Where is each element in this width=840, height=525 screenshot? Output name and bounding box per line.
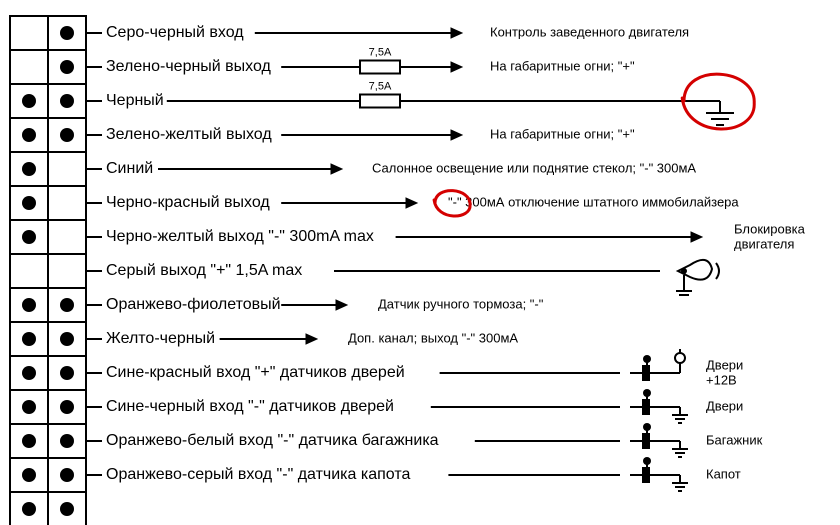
- svg-text:Синий: Синий: [106, 160, 153, 177]
- svg-text:На габаритные огни; "+": На габаритные огни; "+": [490, 126, 635, 141]
- svg-text:Двери: Двери: [706, 357, 743, 372]
- svg-text:Черно-желтый выход "-" 300mA m: Черно-желтый выход "-" 300mA max: [106, 228, 374, 245]
- svg-text:Контроль заведенного двигателя: Контроль заведенного двигателя: [490, 24, 689, 39]
- svg-text:"-" 300мА отключение штатного: "-" 300мА отключение штатного иммобилайз…: [448, 194, 739, 209]
- svg-text:7,5A: 7,5A: [369, 46, 392, 58]
- svg-text:Оранжево-серый вход "-" датчик: Оранжево-серый вход "-" датчика капота: [106, 466, 410, 483]
- svg-text:Сине-черный вход "-" датчиков: Сине-черный вход "-" датчиков дверей: [106, 398, 394, 415]
- svg-text:7,5A: 7,5A: [369, 80, 392, 92]
- svg-text:Оранжево-белый вход "-" датчик: Оранжево-белый вход "-" датчика багажник…: [106, 432, 439, 449]
- svg-text:Серый выход "+" 1,5A max: Серый выход "+" 1,5A max: [106, 262, 302, 279]
- svg-text:Оранжево-фиолетовый: Оранжево-фиолетовый: [106, 296, 281, 313]
- svg-text:На габаритные огни; "+": На габаритные огни; "+": [490, 58, 635, 73]
- svg-text:Серо-черный вход: Серо-черный вход: [106, 24, 244, 41]
- svg-text:Желто-черный: Желто-черный: [106, 330, 215, 347]
- wiring-diagram: Серо-черный вход Контроль заведенного дви…: [0, 0, 840, 525]
- svg-text:Блокировка: Блокировка: [734, 221, 806, 236]
- svg-text:Багажник: Багажник: [706, 432, 763, 447]
- svg-text:Доп. канал; выход "-" 300мА: Доп. канал; выход "-" 300мА: [348, 330, 518, 345]
- svg-text:Датчик ручного тормоза; "-": Датчик ручного тормоза; "-": [378, 296, 544, 311]
- svg-text:Черный: Черный: [106, 92, 164, 109]
- svg-text:Зелено-желтый выход: Зелено-желтый выход: [106, 126, 272, 143]
- svg-text:Двери: Двери: [706, 398, 743, 413]
- svg-text:+12В: +12В: [706, 372, 737, 387]
- svg-text:Сине-красный вход "+" датчиков: Сине-красный вход "+" датчиков дверей: [106, 364, 405, 381]
- svg-text:двигателя: двигателя: [734, 236, 794, 251]
- svg-text:Салонное освещение или подняти: Салонное освещение или поднятие стекол; …: [372, 160, 696, 175]
- svg-text:Зелено-черный выход: Зелено-черный выход: [106, 58, 272, 75]
- svg-text:Черно-красный выход: Черно-красный выход: [106, 194, 270, 211]
- svg-text:Капот: Капот: [706, 466, 741, 481]
